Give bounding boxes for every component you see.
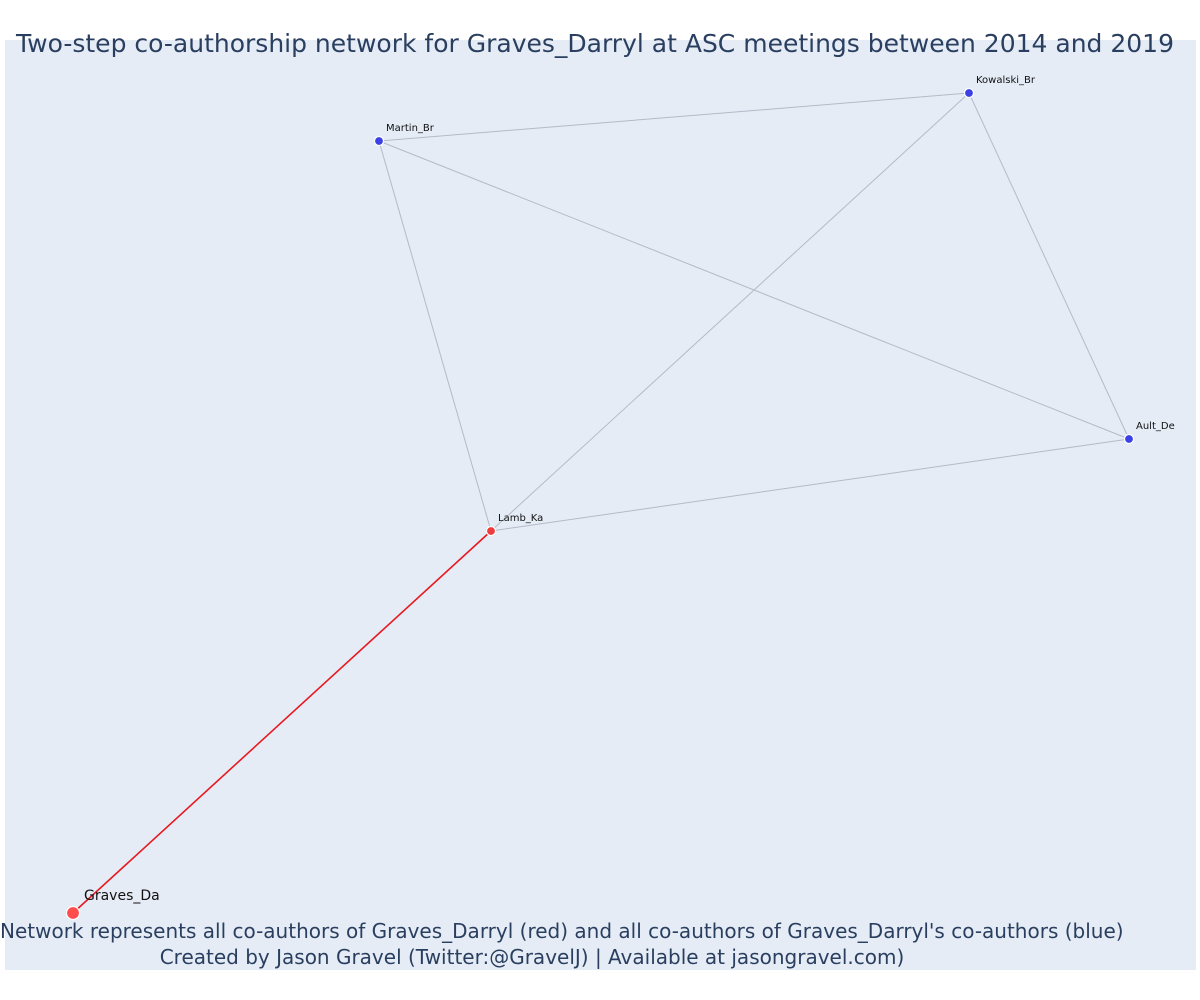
caption-line-2: Created by Jason Gravel (Twitter:@Gravel… xyxy=(159,945,905,969)
node-lamb-ka[interactable] xyxy=(485,525,497,537)
node-label-ault-de: Ault_De xyxy=(1136,421,1175,432)
edge-graves-da-lamb-ka xyxy=(72,530,492,914)
node-ault-de[interactable] xyxy=(1123,433,1135,445)
node-label-graves-da: Graves_Da xyxy=(84,888,160,904)
edge-kowalski-br-ault-de xyxy=(968,92,1130,440)
edge-lamb-ka-ault-de xyxy=(490,438,1130,532)
page-title: Two-step co-authorship network for Grave… xyxy=(16,29,1174,58)
node-label-kowalski-br: Kowalski_Br xyxy=(976,75,1036,86)
node-martin-br[interactable] xyxy=(373,135,385,147)
edge-lamb-ka-martin-br xyxy=(378,140,492,532)
node-kowalski-br[interactable] xyxy=(963,87,975,99)
caption-line-1: Network represents all co-authors of Gra… xyxy=(0,919,1124,943)
network-plot-area xyxy=(5,40,1196,970)
labels-layer: Graves_Da Lamb_Ka Martin_Br Kowalski_Br Ault… xyxy=(84,75,1175,904)
edges-layer xyxy=(72,92,1130,914)
node-graves-da[interactable] xyxy=(65,905,81,921)
node-label-lamb-ka: Lamb_Ka xyxy=(498,513,543,524)
nodes-layer xyxy=(65,87,1135,921)
edge-martin-br-ault-de xyxy=(378,140,1130,440)
edge-martin-br-kowalski-br xyxy=(378,92,970,142)
edge-lamb-ka-kowalski-br xyxy=(490,92,970,532)
node-label-martin-br: Martin_Br xyxy=(386,123,435,134)
